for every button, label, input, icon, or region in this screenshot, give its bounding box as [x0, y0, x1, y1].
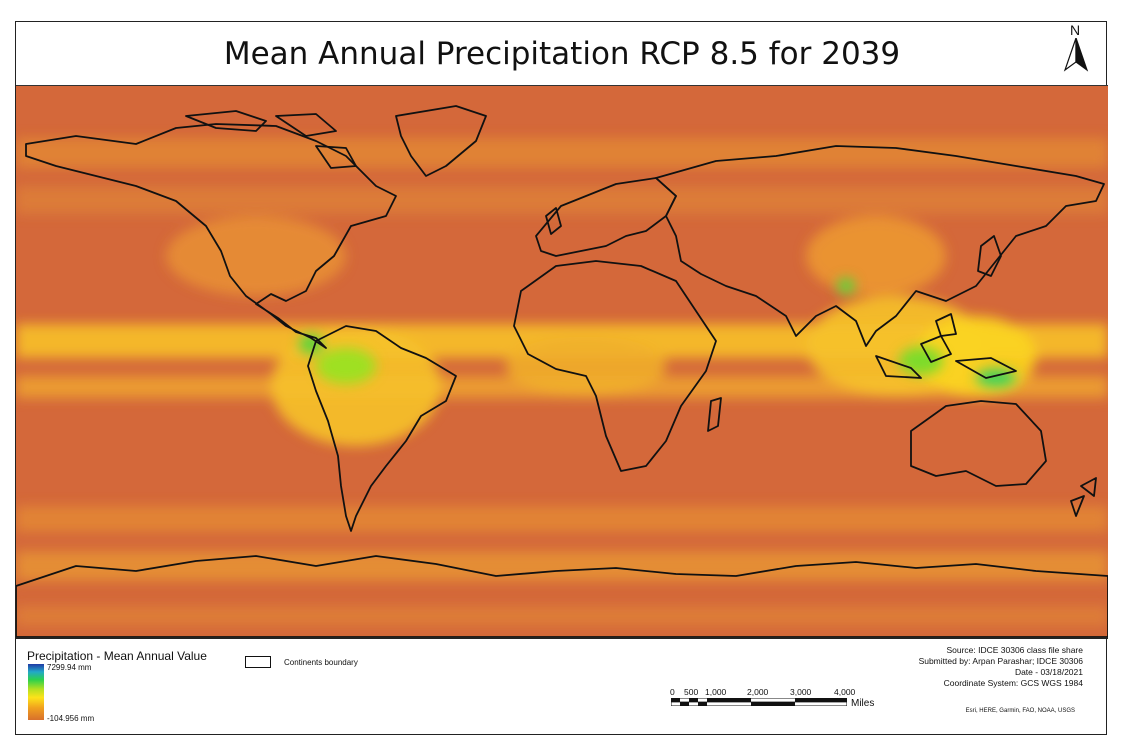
source-text: Source: IDCE 30306 class file share	[946, 645, 1083, 655]
north-arrow: N	[1062, 22, 1090, 84]
scale-unit-label: Miles	[851, 698, 875, 709]
greenland-outline	[395, 105, 487, 177]
precipitation-color-ramp	[28, 664, 44, 720]
scale-tick-label: 1,000	[705, 687, 727, 697]
madagascar-outline	[707, 397, 722, 432]
japan-outline	[977, 235, 1002, 277]
scale-tick-label: 500	[684, 687, 699, 697]
continents-boundary-swatch	[245, 656, 271, 668]
antarctica-outline	[16, 555, 1108, 637]
africa-outline	[513, 260, 717, 472]
map-title: Mean Annual Precipitation RCP 8.5 for 20…	[223, 36, 901, 72]
asia-outline	[655, 145, 1105, 347]
new-zealand-outline	[1070, 477, 1097, 517]
map-layout-frame: Mean Annual Precipitation RCP 8.5 for 20…	[15, 21, 1108, 735]
scale-bar-graphic	[671, 698, 847, 706]
north-arrow-icon	[1063, 38, 1089, 72]
continents-boundary	[16, 105, 1108, 637]
north-label: N	[1070, 22, 1081, 38]
arctic-islands-outline	[185, 110, 357, 169]
scale-tick-label: 3,000	[790, 687, 812, 697]
scale-tick-label: 2,000	[747, 687, 769, 697]
precipitation-map[interactable]	[16, 85, 1108, 639]
moist-bands	[16, 138, 1108, 626]
coordinate-system-text: Coordinate System: GCS WGS 1984	[943, 678, 1083, 688]
scale-tick-label: 4,000	[834, 687, 856, 697]
north-america-outline	[25, 123, 397, 349]
scale-tick-label: 0	[670, 687, 675, 697]
map-metadata: Source: IDCE 30306 class file share Subm…	[919, 645, 1083, 689]
ramp-max-label: 7299.94 mm	[47, 663, 92, 672]
submitted-by-text: Submitted by: Arpan Parashar; IDCE 30306	[918, 656, 1083, 666]
british-isles-outline	[545, 207, 562, 235]
ramp-min-label: -104.956 mm	[47, 714, 95, 723]
basemap-credits: Esri, HERE, Garmin, FAO, NOAA, USGS	[965, 708, 1075, 714]
date-text: Date - 03/18/2021	[1014, 667, 1083, 677]
precipitation-raster	[16, 86, 1108, 637]
continents-boundary-label: Continents boundary	[284, 658, 358, 667]
indonesia-outline	[875, 313, 1017, 379]
legend-title: Precipitation - Mean Annual Value	[27, 649, 207, 663]
australia-outline	[910, 400, 1047, 487]
south-america-outline	[307, 325, 457, 532]
europe-outline	[535, 177, 677, 257]
